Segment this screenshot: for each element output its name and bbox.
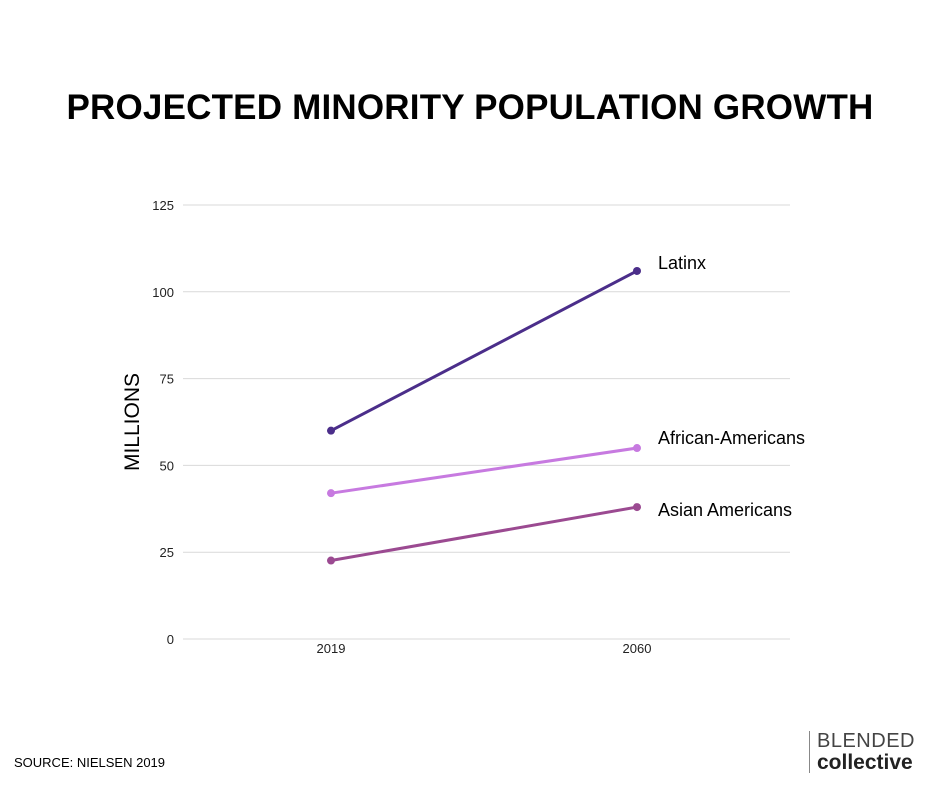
y-axis-label: MILLIONS: [121, 373, 144, 471]
series-labels: Latinx African-Americans Asian Americans: [658, 253, 805, 520]
source-note: SOURCE: NIELSEN 2019: [14, 755, 166, 770]
data-point-african-americans-2060: [633, 444, 641, 453]
y-tick-label: 75: [160, 372, 174, 387]
x-tick-labels: 2019 2060: [317, 641, 652, 656]
y-tick-label: 0: [167, 632, 174, 647]
data-point-latinx-2019: [327, 426, 335, 435]
brand-logo: BLENDED collective: [809, 731, 915, 773]
series-line-latinx: [329, 269, 639, 433]
brand-logo-line2: collective: [817, 751, 913, 774]
brand-logo-line1: BLENDED: [817, 730, 915, 752]
data-point-asian-americans-2060: [633, 503, 641, 512]
x-tick-label: 2060: [623, 641, 652, 656]
x-tick-label: 2019: [317, 641, 346, 656]
series-label-latinx: Latinx: [658, 253, 706, 273]
data-point-african-americans-2019: [327, 489, 335, 498]
y-tick-label: 100: [152, 285, 174, 300]
data-point-asian-americans-2019: [327, 556, 335, 565]
data-point-latinx-2060: [633, 266, 641, 275]
series: [327, 266, 641, 565]
series-line-african-americans: [329, 446, 639, 495]
chart-title: PROJECTED MINORITY POPULATION GROWTH: [66, 88, 874, 127]
gridlines: [183, 204, 790, 640]
y-tick-labels: 0 25 50 75 100 125: [152, 198, 174, 647]
y-tick-label: 50: [160, 458, 174, 473]
y-tick-label: 125: [152, 198, 174, 213]
series-label-african-americans: African-Americans: [658, 428, 805, 448]
series-line-asian-americans: [329, 505, 639, 563]
series-label-asian-americans: Asian Americans: [658, 500, 792, 520]
y-tick-label: 25: [160, 545, 174, 560]
